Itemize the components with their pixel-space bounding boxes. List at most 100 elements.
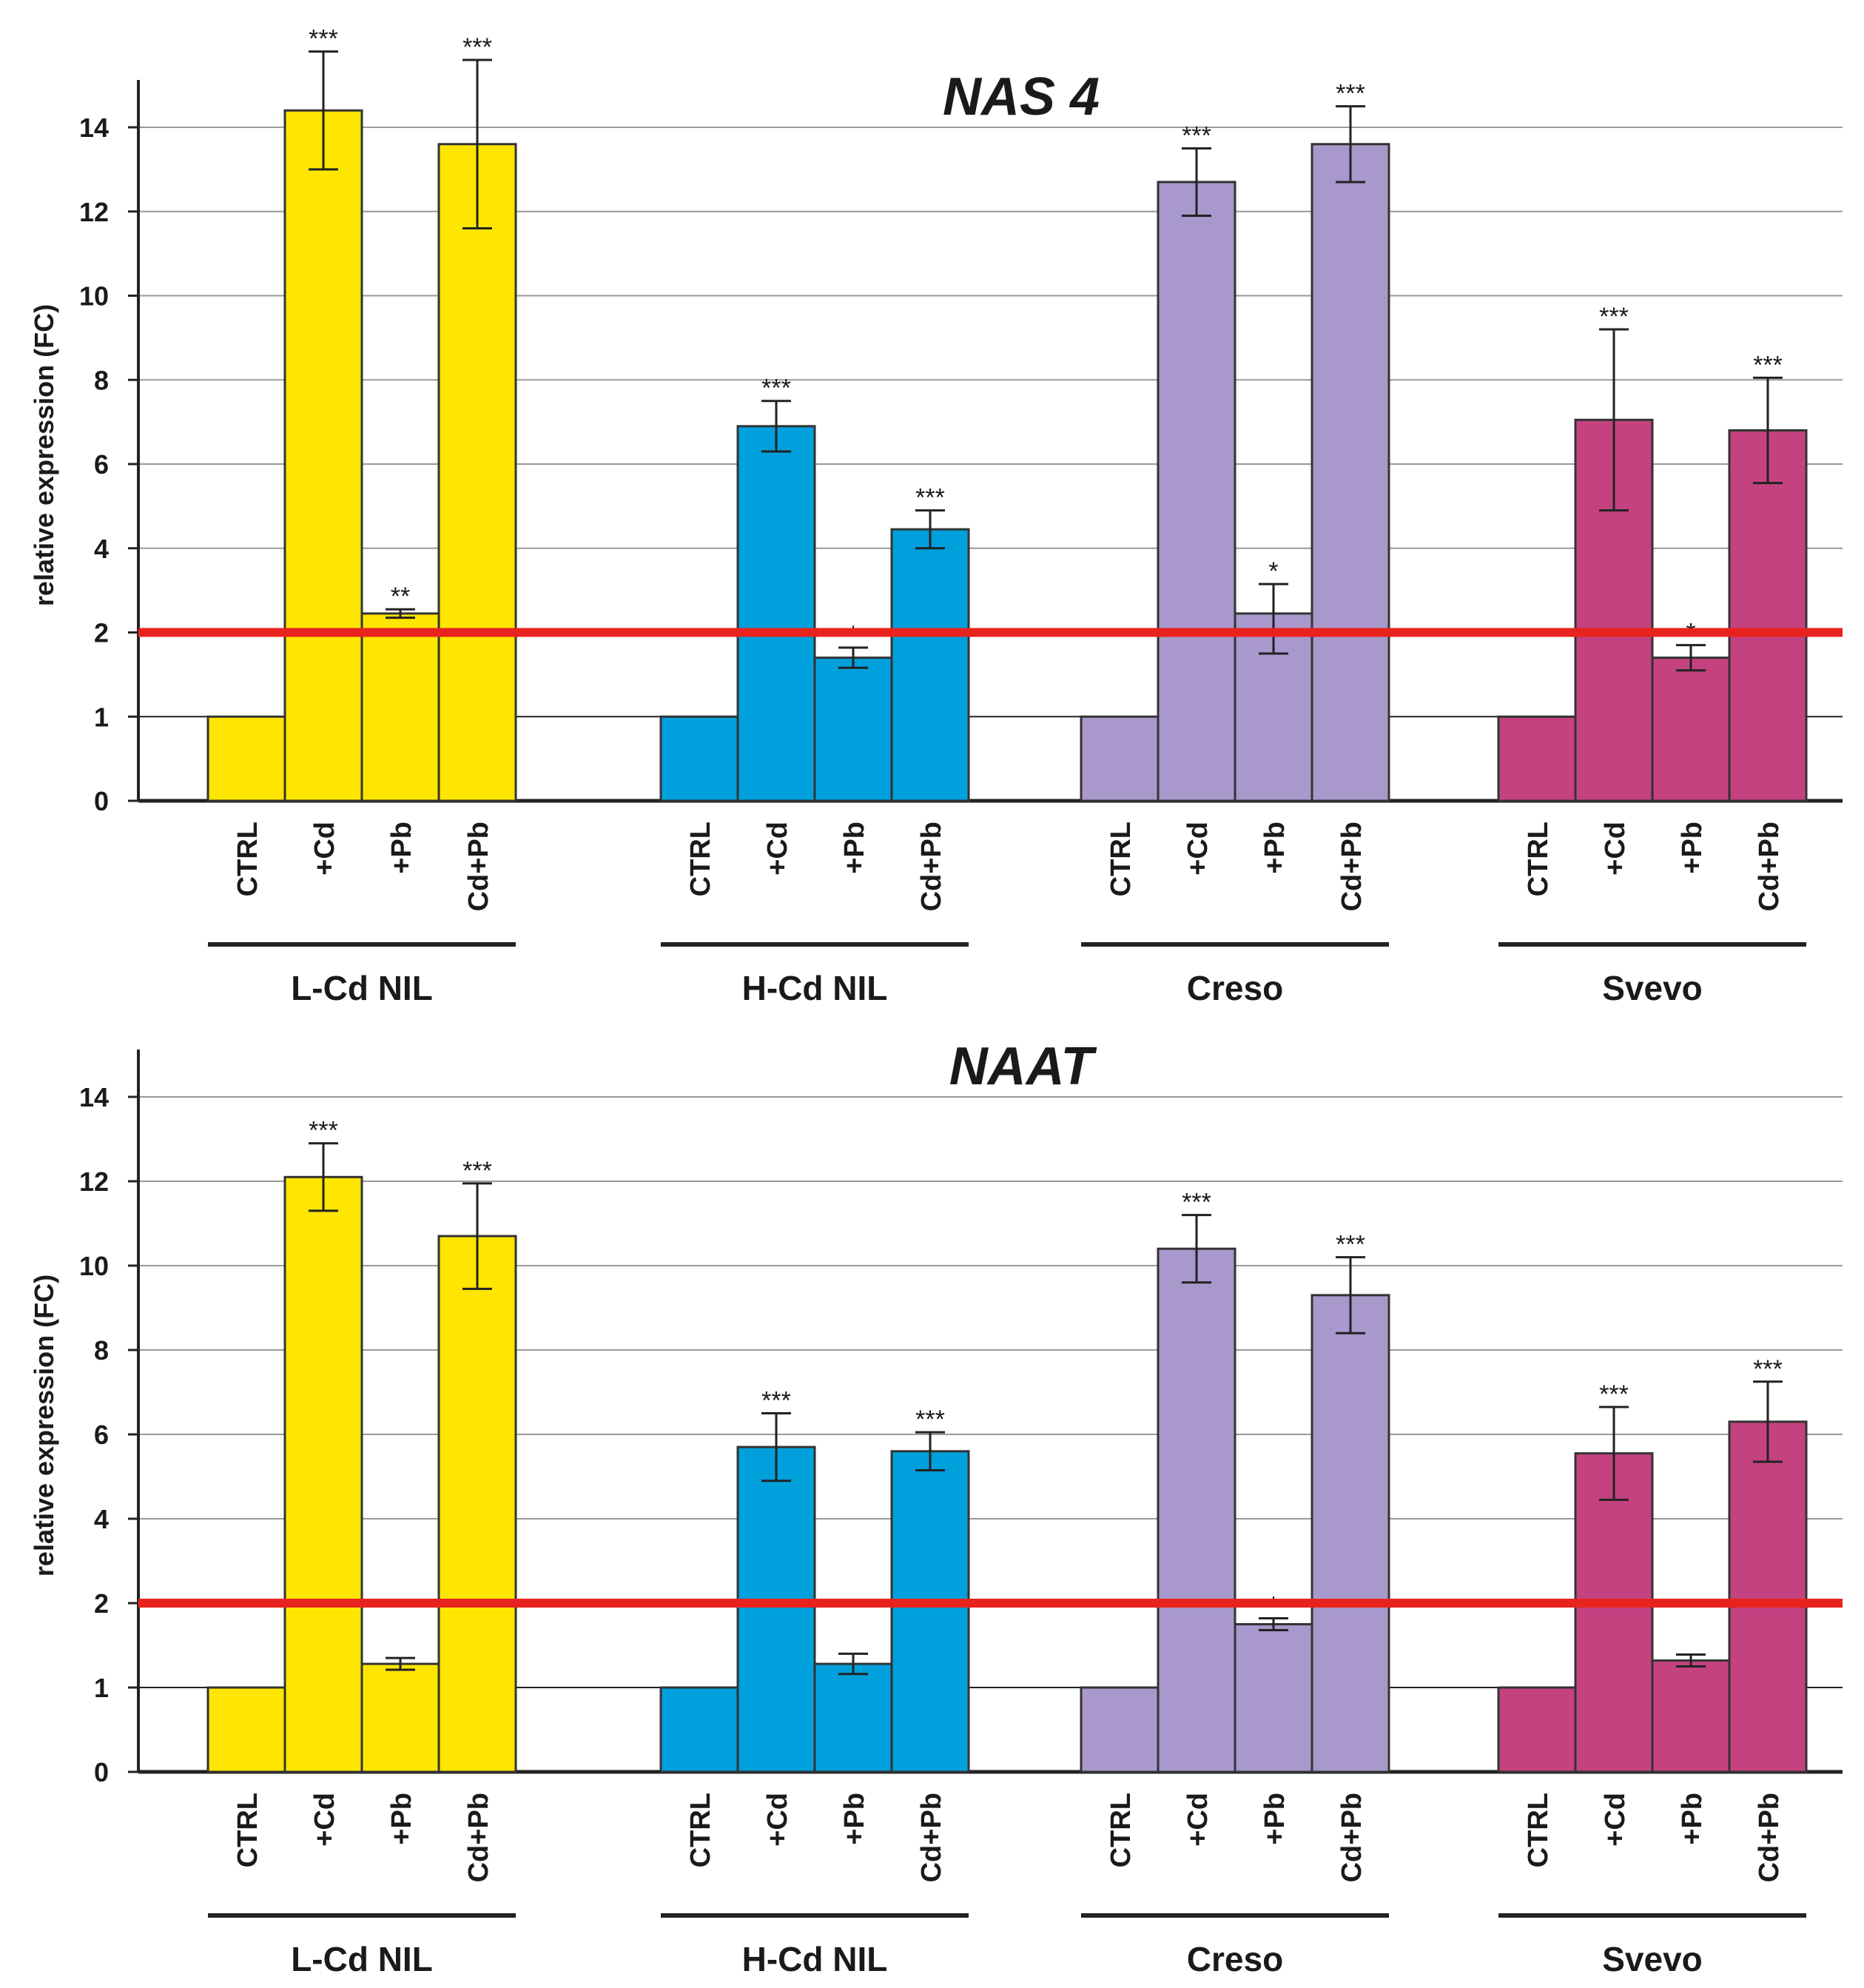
category-label: +Cd [1600,1793,1631,1847]
significance-label: * [1268,557,1278,585]
bar [1574,1452,1654,1773]
category-label: CTRL [232,1793,263,1867]
category-label: Cd+Pb [463,1793,494,1882]
group-label: Svevo [1602,969,1703,1007]
significance-label: *** [761,375,791,403]
bar [1497,1686,1577,1773]
category-label: Cd+Pb [1754,822,1785,911]
y-tick-label: 4 [94,1504,109,1534]
category-label: Cd+Pb [1754,1793,1785,1882]
category-label: Cd+Pb [1336,1793,1367,1882]
chart-title: NAS 4 [943,67,1100,127]
bar [437,143,517,802]
y-tick-label: 6 [94,1420,109,1450]
chart-title: NAAT [949,1037,1098,1096]
bar [1651,1659,1731,1773]
significance-label: *** [1182,121,1211,150]
category-label: +Cd [309,822,340,876]
category-label: +Pb [386,1793,417,1845]
bar [1080,1686,1160,1773]
category-label: +Pb [1677,822,1708,874]
category-label: +Pb [1677,1793,1708,1845]
significance-label: *** [761,1387,791,1415]
category-label: CTRL [232,822,263,896]
group-h-cd-nil: CTRL *** +Cd +Pb *** Cd+Pb H-Cd NIL [659,1387,970,1978]
y-tick-label: 1 [94,702,109,732]
bar [813,1662,893,1773]
category-label: +Cd [1182,822,1214,876]
bar [206,715,286,802]
bar [736,425,816,802]
significance-label: *** [1599,303,1629,331]
category-label: +Pb [1259,822,1291,874]
y-tick-label: 0 [94,1757,109,1787]
significance-label: *** [1182,1189,1211,1217]
category-label: +Cd [1600,822,1631,876]
group-label: Creso [1187,1940,1283,1978]
category-label: CTRL [1523,1793,1554,1867]
bar [1310,1294,1390,1773]
bar [283,109,363,802]
bar [736,1445,816,1773]
category-label: +Cd [762,1793,793,1847]
y-axis-label: relative expression (FC) [29,1275,59,1576]
significance-label: *** [1599,1380,1629,1408]
category-label: +Pb [386,822,417,874]
bar [437,1235,517,1773]
group-l-cd-nil: CTRL *** +Cd ** +Pb *** Cd+Pb L-Cd NIL [206,25,517,1007]
category-label: +Cd [309,1793,340,1847]
y-axis-label: relative expression (FC) [29,304,59,606]
group-label: H-Cd NIL [742,1940,888,1978]
category-label: +Pb [1259,1793,1291,1845]
category-label: Cd+Pb [916,1793,947,1882]
bar [890,528,970,802]
bar [1157,1247,1237,1773]
y-tick-label: 4 [94,534,109,564]
bar [1080,715,1160,802]
y-tick-label: 10 [79,281,109,312]
bar [360,1662,440,1773]
category-label: Cd+Pb [1336,822,1367,911]
significance-label: *** [915,1406,945,1434]
category-label: CTRL [685,822,716,896]
y-tick-label: 8 [94,365,109,395]
category-label: +Pb [839,1793,870,1845]
category-label: CTRL [1106,822,1137,896]
y-tick-label: 8 [94,1335,109,1366]
y-tick-label: 2 [94,618,109,648]
y-tick-label: 1 [94,1673,109,1703]
group-label: Svevo [1602,1940,1703,1978]
significance-label: *** [462,33,492,61]
bar [206,1686,286,1773]
y-tick-label: 12 [79,1166,109,1197]
y-tick-label: 14 [79,113,109,143]
y-tick-label: 14 [79,1082,109,1112]
y-tick-label: 2 [94,1588,109,1619]
y-tick-label: 0 [94,786,109,816]
group-h-cd-nil: CTRL***+Cd*+Pb***Cd+PbH-Cd NIL [659,375,970,1007]
y-tick-label: 12 [79,197,109,227]
significance-label: *** [309,25,338,53]
significance-label: *** [1753,351,1783,379]
significance-label: *** [309,1117,338,1145]
bar [1310,143,1390,802]
significance-label: *** [462,1157,492,1185]
category-label: CTRL [1523,822,1554,896]
significance-label: *** [1753,1355,1783,1383]
bar [659,715,739,802]
bar [1728,1420,1808,1773]
y-tick-label: 10 [79,1251,109,1281]
bar [1234,1623,1313,1773]
group-label: Creso [1187,969,1283,1007]
bar [1497,715,1577,802]
significance-label: *** [915,484,945,512]
category-label: +Cd [1182,1793,1214,1847]
category-label: +Cd [762,822,793,876]
bar [283,1175,363,1773]
group-l-cd-nil: CTRL *** +Cd +Pb *** Cd+Pb L-Cd NIL [206,1117,517,1978]
